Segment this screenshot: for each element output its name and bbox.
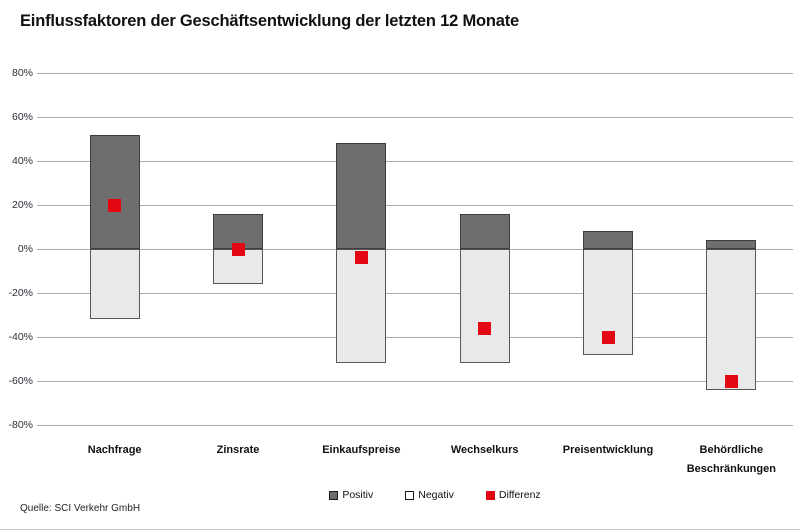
gridline <box>37 117 793 118</box>
difference-marker <box>231 242 245 256</box>
gridline <box>37 73 793 74</box>
y-axis-tick-label: -40% <box>8 331 33 343</box>
legend-item-positiv: Positiv <box>329 489 373 501</box>
y-axis-tick-label: -80% <box>8 419 33 431</box>
gridline <box>37 249 793 250</box>
chart-title: Einflussfaktoren der Geschäftsentwicklun… <box>20 12 520 30</box>
gridline <box>37 381 793 382</box>
legend-item-negativ: Negativ <box>405 489 454 501</box>
positive-bar <box>706 240 757 249</box>
gridline <box>37 425 793 426</box>
source-note: Quelle: SCI Verkehr GmbH <box>20 503 141 514</box>
y-axis-tick-label: -20% <box>8 287 33 299</box>
legend-swatch-icon <box>405 490 415 500</box>
gridline <box>37 293 793 294</box>
gridline <box>37 205 793 206</box>
legend-swatch-icon <box>329 490 339 500</box>
negative-bar <box>213 249 263 285</box>
negative-bar <box>336 249 387 364</box>
negative-bar <box>459 249 510 364</box>
legend-label: Differenz <box>498 489 541 501</box>
difference-marker <box>108 198 122 212</box>
positive-bar <box>336 143 387 249</box>
y-axis-tick-label: 80% <box>11 67 33 79</box>
chart-legend: Positiv Negativ Differenz <box>105 489 765 501</box>
difference-marker <box>354 251 368 265</box>
difference-marker <box>478 321 492 335</box>
x-axis-category-label: Behördliche Beschränkungen <box>686 444 776 475</box>
x-axis-category-label: Wechselkurs <box>450 444 519 456</box>
y-axis-tick-label: 20% <box>11 199 33 211</box>
legend-swatch-icon <box>485 490 495 500</box>
y-axis-tick-label: 40% <box>11 155 33 167</box>
x-axis-category-label: Zinsrate <box>216 444 260 456</box>
positive-bar <box>89 134 140 249</box>
positive-bar <box>459 213 510 249</box>
x-axis-category-label: Nachfrage <box>87 444 142 456</box>
y-axis-tick-label: -60% <box>8 375 33 387</box>
y-axis-tick-label: 60% <box>11 111 33 123</box>
difference-marker <box>601 330 615 344</box>
difference-marker <box>724 374 738 388</box>
gridline <box>37 161 793 162</box>
legend-label: Negativ <box>418 489 454 501</box>
legend-label: Positiv <box>342 489 374 501</box>
positive-bar <box>583 231 633 249</box>
x-axis-category-label: Preisentwicklung <box>562 444 654 456</box>
x-axis-category-label: Einkaufspreise <box>322 444 401 456</box>
negative-bar <box>706 249 757 390</box>
legend-item-differenz: Differenz <box>485 489 541 501</box>
gridline <box>37 337 793 338</box>
y-axis-tick-label: 0% <box>17 243 33 255</box>
negative-bar <box>89 249 140 320</box>
